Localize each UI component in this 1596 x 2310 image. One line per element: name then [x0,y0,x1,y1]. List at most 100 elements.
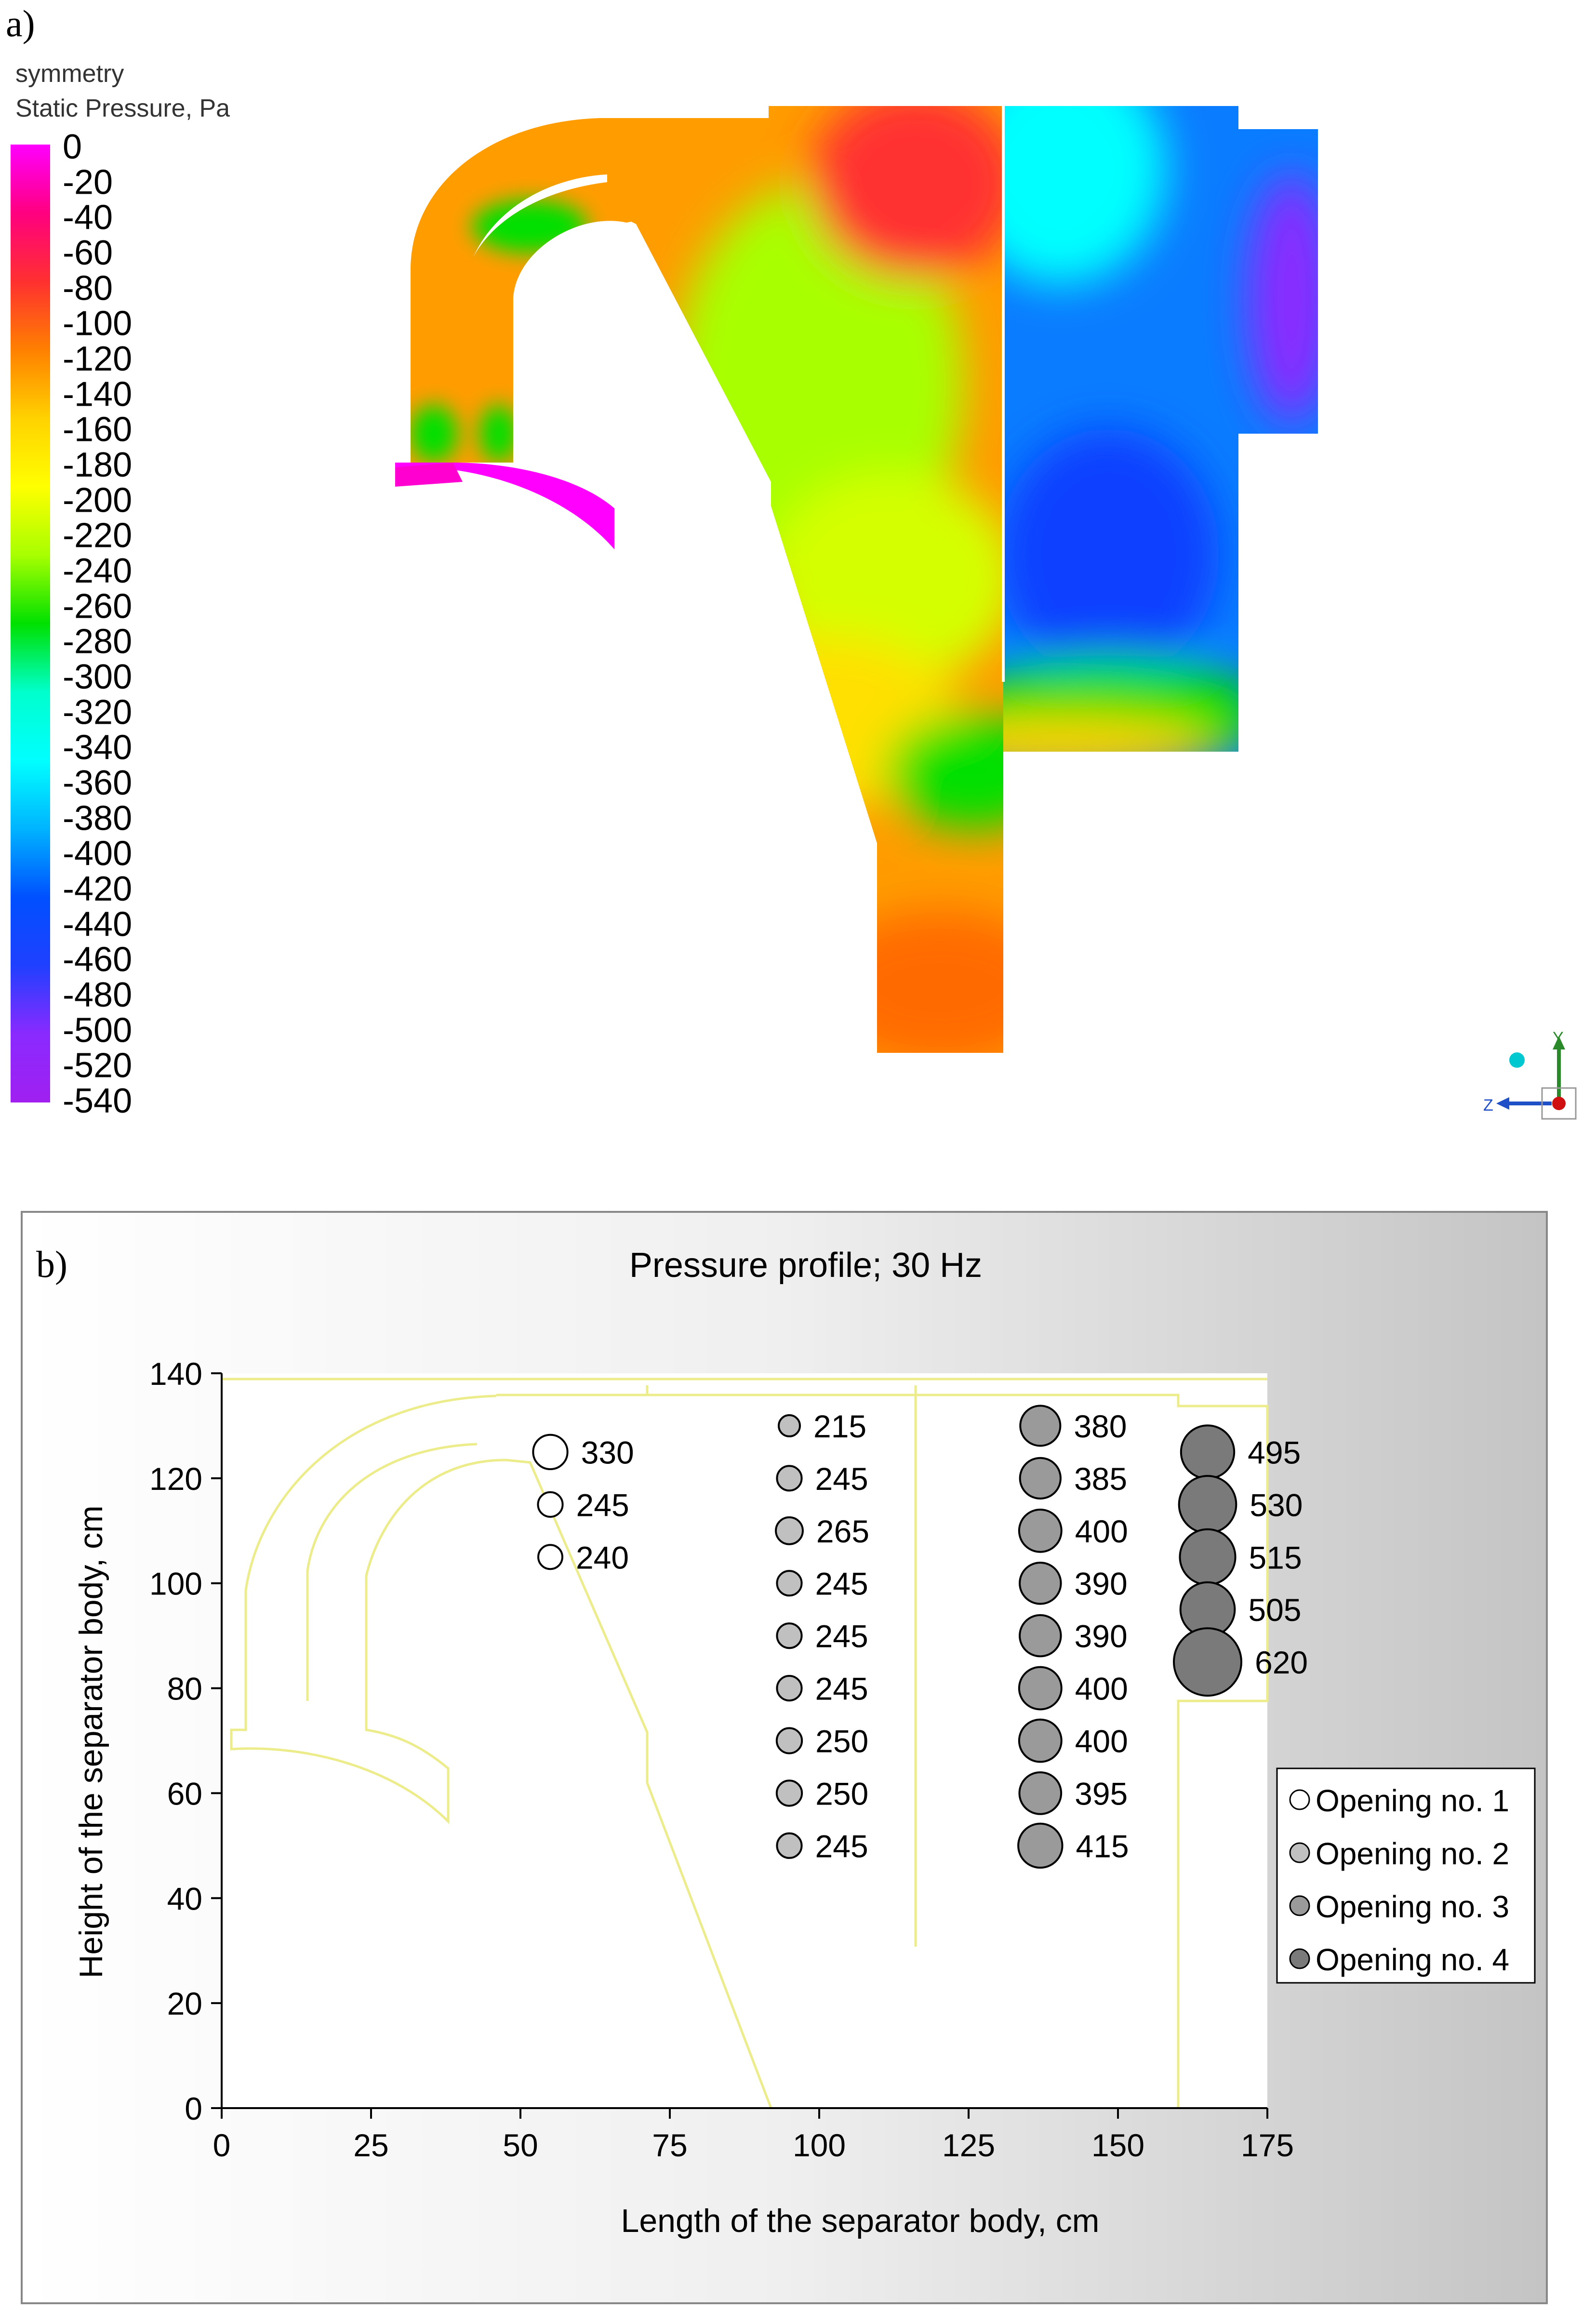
pressure-color-scale [11,145,50,1102]
y-axis-title: Height of the separator body, cm [73,1505,109,1978]
bubble-value-label: 395 [1075,1776,1128,1811]
y-axis-ticks: 0 20 40 60 80 100 120 140 [149,1356,222,2126]
legend-title-symmetry: symmetry [15,60,124,88]
x-axis-title: Length of the separator body, cm [621,2203,1100,2239]
bubble-value-label: 245 [815,1828,868,1864]
bubble-value-label: 505 [1248,1592,1301,1628]
bubble-opening-3 [1018,1718,1063,1763]
bubble-value-label: 515 [1249,1540,1302,1575]
axis-y-label: Y [1553,1029,1564,1047]
bubble-value-label: 400 [1075,1513,1128,1549]
y-tick-label: 20 [167,1986,202,2021]
bubble-value-label: 250 [815,1776,868,1811]
bubble-value-label: 245 [576,1487,629,1523]
scale-tick-label: -320 [63,693,132,731]
scale-tick-label: -460 [63,941,132,979]
scale-tick-label: -260 [63,587,132,625]
chart-legend: Opening no. 1 Opening no. 2 Opening no. 3 O… [1276,1767,1536,1984]
pressure-scale-labels: 0-20-40-60-80-100-120-140-160-180-200-22… [63,128,132,1120]
plot-area [222,1373,1267,2108]
scale-tick-label: -380 [63,799,132,837]
bubble-value-label: 250 [815,1724,868,1759]
bubble-value-label: 390 [1075,1619,1128,1654]
y-tick-label: 80 [167,1671,202,1707]
axis-triad: Y Z [1483,1029,1577,1120]
bubble-opening-2 [775,1727,803,1754]
scale-tick-label: -480 [63,976,132,1014]
scale-tick-label: -20 [63,163,113,201]
bubble-opening-2 [775,1516,804,1545]
scale-tick-label: -520 [63,1047,132,1085]
bubble-value-label: 330 [581,1434,634,1470]
bubble-value-label: 380 [1074,1408,1127,1444]
x-tick-label: 175 [1241,2127,1294,2163]
bubble-opening-4 [1178,1474,1237,1534]
bubble-value-label: 245 [815,1566,868,1602]
x-tick-label: 100 [793,2127,846,2163]
scale-tick-label: -180 [63,446,132,484]
y-tick-label: 40 [167,1881,202,1916]
scale-tick-label: -360 [63,764,132,802]
scale-tick-label: 0 [63,128,82,166]
scale-tick-label: -300 [63,658,132,696]
scale-tick-label: -100 [63,305,132,343]
legend-label: Opening no. 2 [1316,1836,1509,1871]
bubble-opening-2 [775,1779,803,1807]
bubble-opening-1 [537,1491,564,1518]
bubble-value-label: 385 [1074,1461,1127,1497]
bubble-opening-1 [537,1544,563,1570]
scale-tick-label: -160 [63,411,132,449]
scale-tick-label: -420 [63,870,132,908]
scale-tick-label: -40 [63,199,113,237]
bubble-value-label: 415 [1076,1828,1129,1864]
legend-label: Opening no. 1 [1316,1783,1509,1818]
bubble-opening-3 [1017,1822,1064,1869]
pressure-contour-panel: a) symmetry Static Pressure, Pa 0-20-40-… [6,2,1577,1120]
x-tick-label: 0 [213,2127,231,2163]
bubble-opening-3 [1019,1561,1062,1605]
legend-label: Opening no. 4 [1316,1942,1509,1977]
bubble-opening-2 [776,1675,803,1702]
bubble-opening-3 [1018,1666,1063,1711]
bubble-opening-2 [776,1570,803,1597]
bubble-value-label: 530 [1250,1487,1303,1523]
bubble-value-label: 400 [1075,1724,1128,1759]
scale-tick-label: -280 [63,623,132,661]
bubble-value-label: 265 [816,1513,869,1549]
scale-tick-label: -80 [63,269,113,307]
scale-tick-label: -140 [63,375,132,413]
bubble-value-label: 495 [1248,1434,1301,1470]
legend-marker [1289,1948,1310,1969]
axis-z-label: Z [1483,1096,1493,1115]
scale-tick-label: -240 [63,552,132,590]
scale-tick-label: -220 [63,517,132,555]
x-axis-ticks: 0 25 50 75 100 125 150 175 [213,2108,1294,2163]
bubble-value-label: 245 [815,1619,868,1654]
x-tick-label: 125 [942,2127,995,2163]
scale-tick-label: -440 [63,905,132,943]
bubble-opening-3 [1019,1405,1062,1447]
bubble-value-label: 215 [813,1408,866,1444]
legend-marker [1289,1842,1310,1863]
bubble-value-label: 390 [1075,1566,1128,1602]
scale-tick-label: -400 [63,835,132,873]
scale-tick-label: -200 [63,481,132,519]
bubble-series: 330 245 240 215 245 265 245 245 245 250 250 245 380 3… [532,1405,1308,1869]
scale-tick-label: -340 [63,729,132,767]
bubble-opening-3 [1018,1771,1063,1815]
bubble-value-label: 400 [1075,1671,1128,1707]
y-tick-label: 100 [149,1566,202,1602]
bubble-opening-4 [1180,1424,1236,1480]
bubble-opening-2 [776,1465,803,1492]
bubble-opening-3 [1019,1614,1062,1658]
bubble-opening-4 [1179,1528,1237,1586]
bubble-opening-3 [1019,1457,1062,1500]
bubble-opening-2 [776,1622,803,1649]
scale-tick-label: -540 [63,1082,132,1120]
panel-b-label: b) [36,1243,67,1285]
scale-tick-label: -120 [63,340,132,378]
separator-outline [223,1378,1269,2109]
panel-a-label: a) [6,2,35,44]
scale-tick-label: -500 [63,1011,132,1049]
